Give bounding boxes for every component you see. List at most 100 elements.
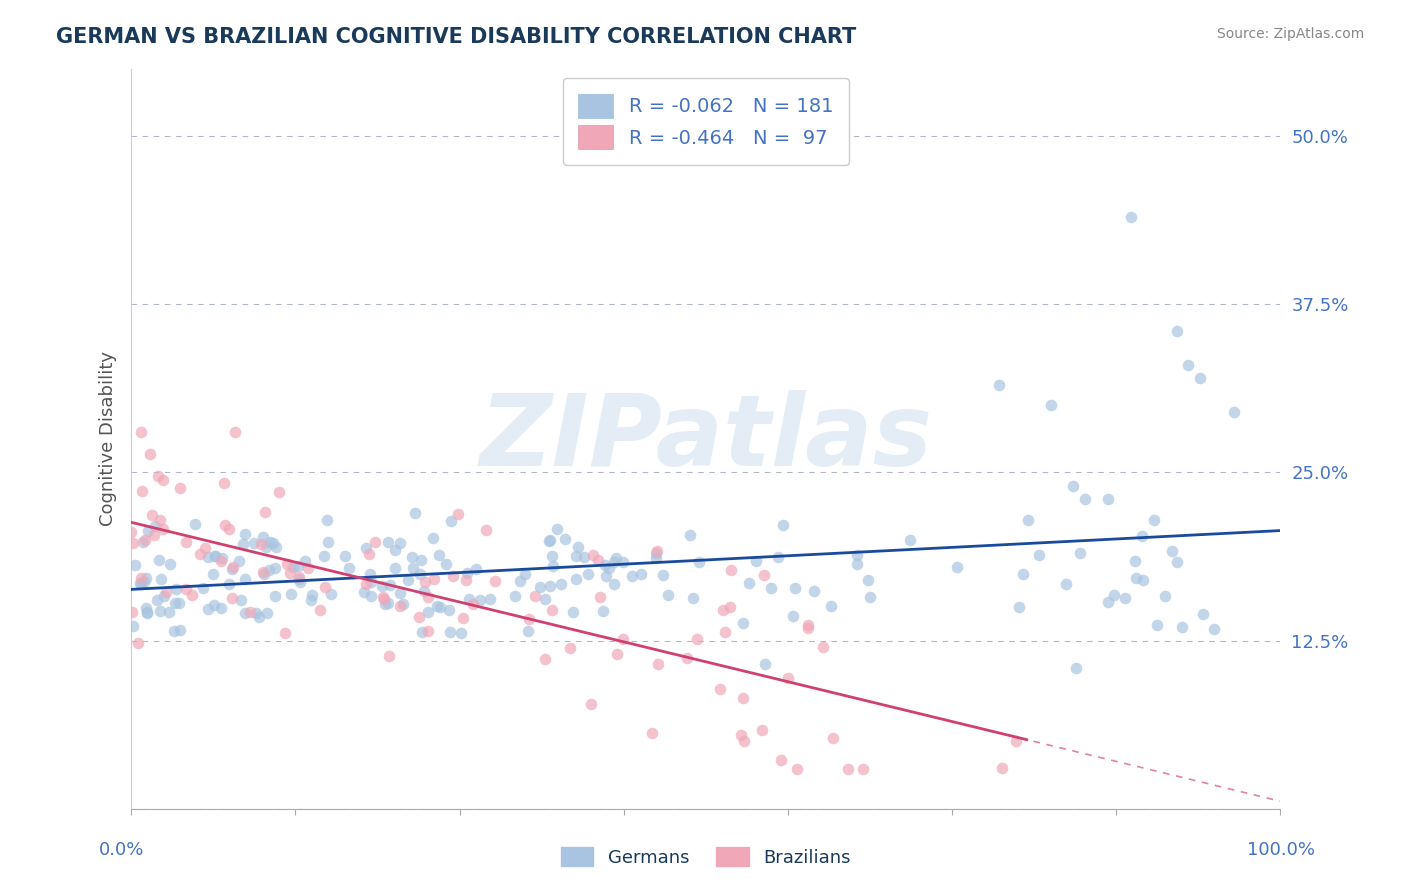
Point xyxy=(389,586,412,600)
Point xyxy=(1171,620,1194,634)
Point xyxy=(439,624,461,639)
Point xyxy=(364,535,387,549)
Point xyxy=(1028,548,1050,562)
Point xyxy=(1223,405,1246,419)
Point xyxy=(139,447,162,461)
Point xyxy=(786,762,808,776)
Point xyxy=(541,549,564,563)
Point xyxy=(142,527,165,541)
Point xyxy=(595,569,617,583)
Point xyxy=(558,641,581,656)
Point xyxy=(581,697,603,711)
Point xyxy=(231,593,253,607)
Point xyxy=(688,555,710,569)
Point xyxy=(288,570,311,584)
Point xyxy=(404,506,426,520)
Text: ZIPatlas: ZIPatlas xyxy=(479,391,932,487)
Point xyxy=(429,600,451,615)
Point xyxy=(447,507,470,521)
Point xyxy=(845,549,868,563)
Point xyxy=(136,605,159,619)
Point xyxy=(359,566,381,581)
Point xyxy=(464,562,486,576)
Point xyxy=(711,603,734,617)
Point xyxy=(214,518,236,533)
Point xyxy=(1166,324,1188,338)
Point xyxy=(243,536,266,550)
Point xyxy=(1123,554,1146,568)
Point xyxy=(201,567,224,582)
Point xyxy=(301,588,323,602)
Point xyxy=(267,484,290,499)
Point xyxy=(257,564,280,578)
Point xyxy=(426,599,449,614)
Point xyxy=(1074,492,1097,507)
Point xyxy=(377,534,399,549)
Point xyxy=(1166,555,1188,569)
Point xyxy=(356,577,378,591)
Point xyxy=(856,573,879,587)
Point xyxy=(517,624,540,638)
Point xyxy=(319,586,342,600)
Point xyxy=(772,517,794,532)
Point xyxy=(209,553,232,567)
Point xyxy=(1005,733,1028,747)
Point xyxy=(124,558,146,572)
Point xyxy=(586,553,609,567)
Point xyxy=(384,543,406,558)
Point xyxy=(1012,566,1035,581)
Point xyxy=(1063,479,1085,493)
Point xyxy=(852,762,875,776)
Point xyxy=(797,618,820,632)
Point xyxy=(564,549,586,563)
Point xyxy=(752,567,775,582)
Point xyxy=(718,600,741,615)
Point xyxy=(294,554,316,568)
Point xyxy=(197,602,219,616)
Point xyxy=(682,591,704,606)
Point xyxy=(148,552,170,566)
Point xyxy=(239,605,262,619)
Point xyxy=(603,555,626,569)
Point xyxy=(409,566,432,581)
Point xyxy=(524,590,547,604)
Point xyxy=(898,533,921,548)
Point xyxy=(169,481,191,495)
Point xyxy=(1054,576,1077,591)
Point xyxy=(233,606,256,620)
Point xyxy=(412,584,434,599)
Point xyxy=(505,589,527,603)
Legend: R = -0.062   N = 181, R = -0.464   N =  97: R = -0.062 N = 181, R = -0.464 N = 97 xyxy=(562,78,849,165)
Point xyxy=(641,726,664,740)
Point xyxy=(253,566,276,581)
Point xyxy=(122,619,145,633)
Point xyxy=(761,581,783,595)
Point xyxy=(630,567,652,582)
Point xyxy=(374,597,396,611)
Point xyxy=(652,567,675,582)
Point xyxy=(389,599,412,614)
Point xyxy=(1143,512,1166,526)
Point xyxy=(754,657,776,671)
Point xyxy=(783,581,806,595)
Point xyxy=(478,592,501,607)
Point xyxy=(191,581,214,595)
Point xyxy=(253,505,276,519)
Point xyxy=(515,566,537,581)
Point xyxy=(276,557,298,571)
Point xyxy=(1017,512,1039,526)
Point xyxy=(202,599,225,613)
Point xyxy=(1153,589,1175,603)
Point xyxy=(733,615,755,630)
Point xyxy=(247,609,270,624)
Point xyxy=(437,603,460,617)
Point xyxy=(167,596,190,610)
Point xyxy=(297,561,319,575)
Point xyxy=(529,580,551,594)
Point xyxy=(751,723,773,737)
Point xyxy=(411,625,433,640)
Point xyxy=(1130,529,1153,543)
Point xyxy=(153,589,176,603)
Point xyxy=(157,605,180,619)
Point xyxy=(991,761,1014,775)
